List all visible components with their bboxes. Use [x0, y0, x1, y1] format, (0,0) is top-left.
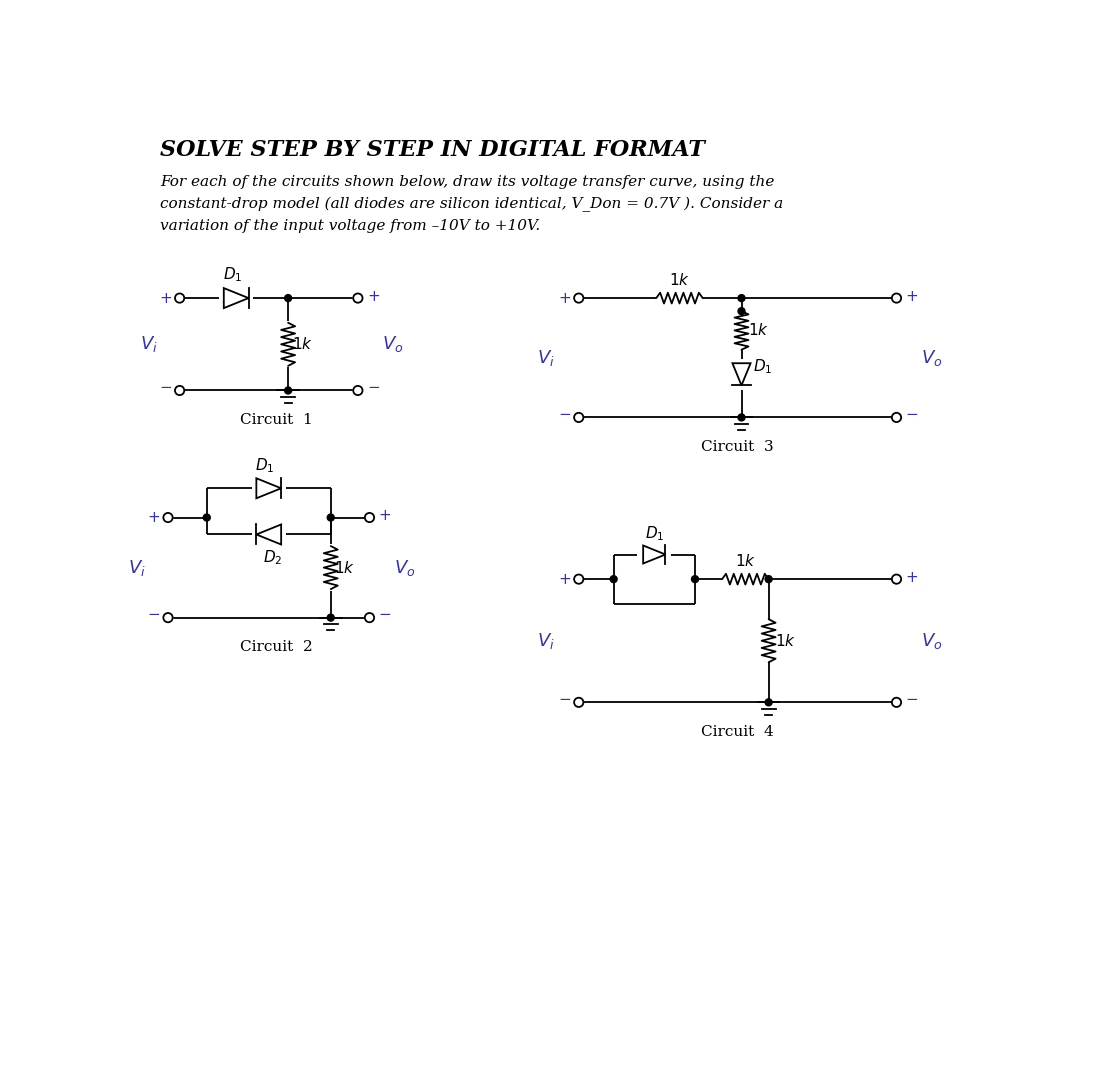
Text: +: +	[367, 289, 379, 304]
Circle shape	[175, 386, 184, 395]
Circle shape	[203, 514, 210, 521]
Circle shape	[892, 413, 901, 422]
Text: For each of the circuits shown below, draw its voltage transfer curve, using the: For each of the circuits shown below, dr…	[160, 175, 784, 232]
Circle shape	[175, 293, 184, 303]
Text: +: +	[905, 570, 918, 585]
Circle shape	[765, 699, 772, 706]
Text: +: +	[905, 289, 918, 304]
Text: −: −	[905, 407, 918, 422]
Circle shape	[285, 294, 292, 302]
Circle shape	[892, 575, 901, 584]
Text: $D_1$: $D_1$	[222, 265, 242, 285]
Text: Circuit  4: Circuit 4	[701, 725, 774, 739]
Circle shape	[610, 576, 617, 583]
Text: $D_1$: $D_1$	[753, 357, 773, 376]
Circle shape	[365, 513, 374, 522]
Text: −: −	[905, 692, 918, 707]
Circle shape	[738, 294, 745, 302]
Text: $1k$: $1k$	[734, 552, 756, 568]
Circle shape	[353, 386, 363, 395]
Text: $D_1$: $D_1$	[255, 456, 275, 474]
Text: $V_o$: $V_o$	[383, 335, 403, 354]
Circle shape	[353, 293, 363, 303]
Text: $V_i$: $V_i$	[140, 335, 158, 354]
Text: Circuit  3: Circuit 3	[701, 439, 774, 454]
Text: Circuit  1: Circuit 1	[240, 413, 312, 426]
Text: −: −	[367, 379, 379, 394]
Text: SOLVE STEP BY STEP IN DIGITAL FORMAT: SOLVE STEP BY STEP IN DIGITAL FORMAT	[160, 139, 705, 161]
Text: $V_o$: $V_o$	[921, 348, 943, 368]
Text: $1k$: $1k$	[749, 322, 769, 338]
Circle shape	[365, 613, 374, 623]
Circle shape	[574, 293, 583, 303]
Text: $V_i$: $V_i$	[128, 558, 146, 578]
Circle shape	[574, 575, 583, 584]
Text: −: −	[159, 379, 172, 394]
Text: Circuit  2: Circuit 2	[240, 640, 312, 653]
Circle shape	[892, 293, 901, 303]
Circle shape	[328, 514, 334, 521]
Circle shape	[285, 387, 292, 394]
Circle shape	[574, 413, 583, 422]
Text: +: +	[378, 508, 391, 523]
Text: −: −	[559, 407, 571, 422]
Text: $D_1$: $D_1$	[644, 524, 664, 543]
Text: +: +	[159, 291, 172, 306]
Circle shape	[892, 698, 901, 707]
Text: $V_i$: $V_i$	[537, 348, 555, 368]
Circle shape	[574, 698, 583, 707]
Circle shape	[163, 613, 173, 623]
Text: −: −	[378, 607, 391, 623]
Circle shape	[692, 576, 698, 583]
Circle shape	[328, 614, 334, 621]
Circle shape	[163, 513, 173, 522]
Text: $1k$: $1k$	[669, 272, 690, 288]
Text: −: −	[559, 692, 571, 707]
Circle shape	[738, 414, 745, 421]
Text: +: +	[559, 571, 571, 586]
Circle shape	[765, 576, 772, 583]
Text: +: +	[559, 291, 571, 306]
Text: $V_o$: $V_o$	[393, 558, 415, 578]
Text: −: −	[148, 607, 160, 623]
Text: $1k$: $1k$	[292, 336, 312, 352]
Text: $1k$: $1k$	[775, 633, 796, 649]
Text: $1k$: $1k$	[334, 560, 355, 576]
Text: $V_o$: $V_o$	[921, 631, 943, 650]
Text: $D_2$: $D_2$	[263, 548, 283, 567]
Circle shape	[738, 308, 745, 314]
Text: +: +	[148, 510, 160, 526]
Text: $V_i$: $V_i$	[537, 631, 555, 650]
